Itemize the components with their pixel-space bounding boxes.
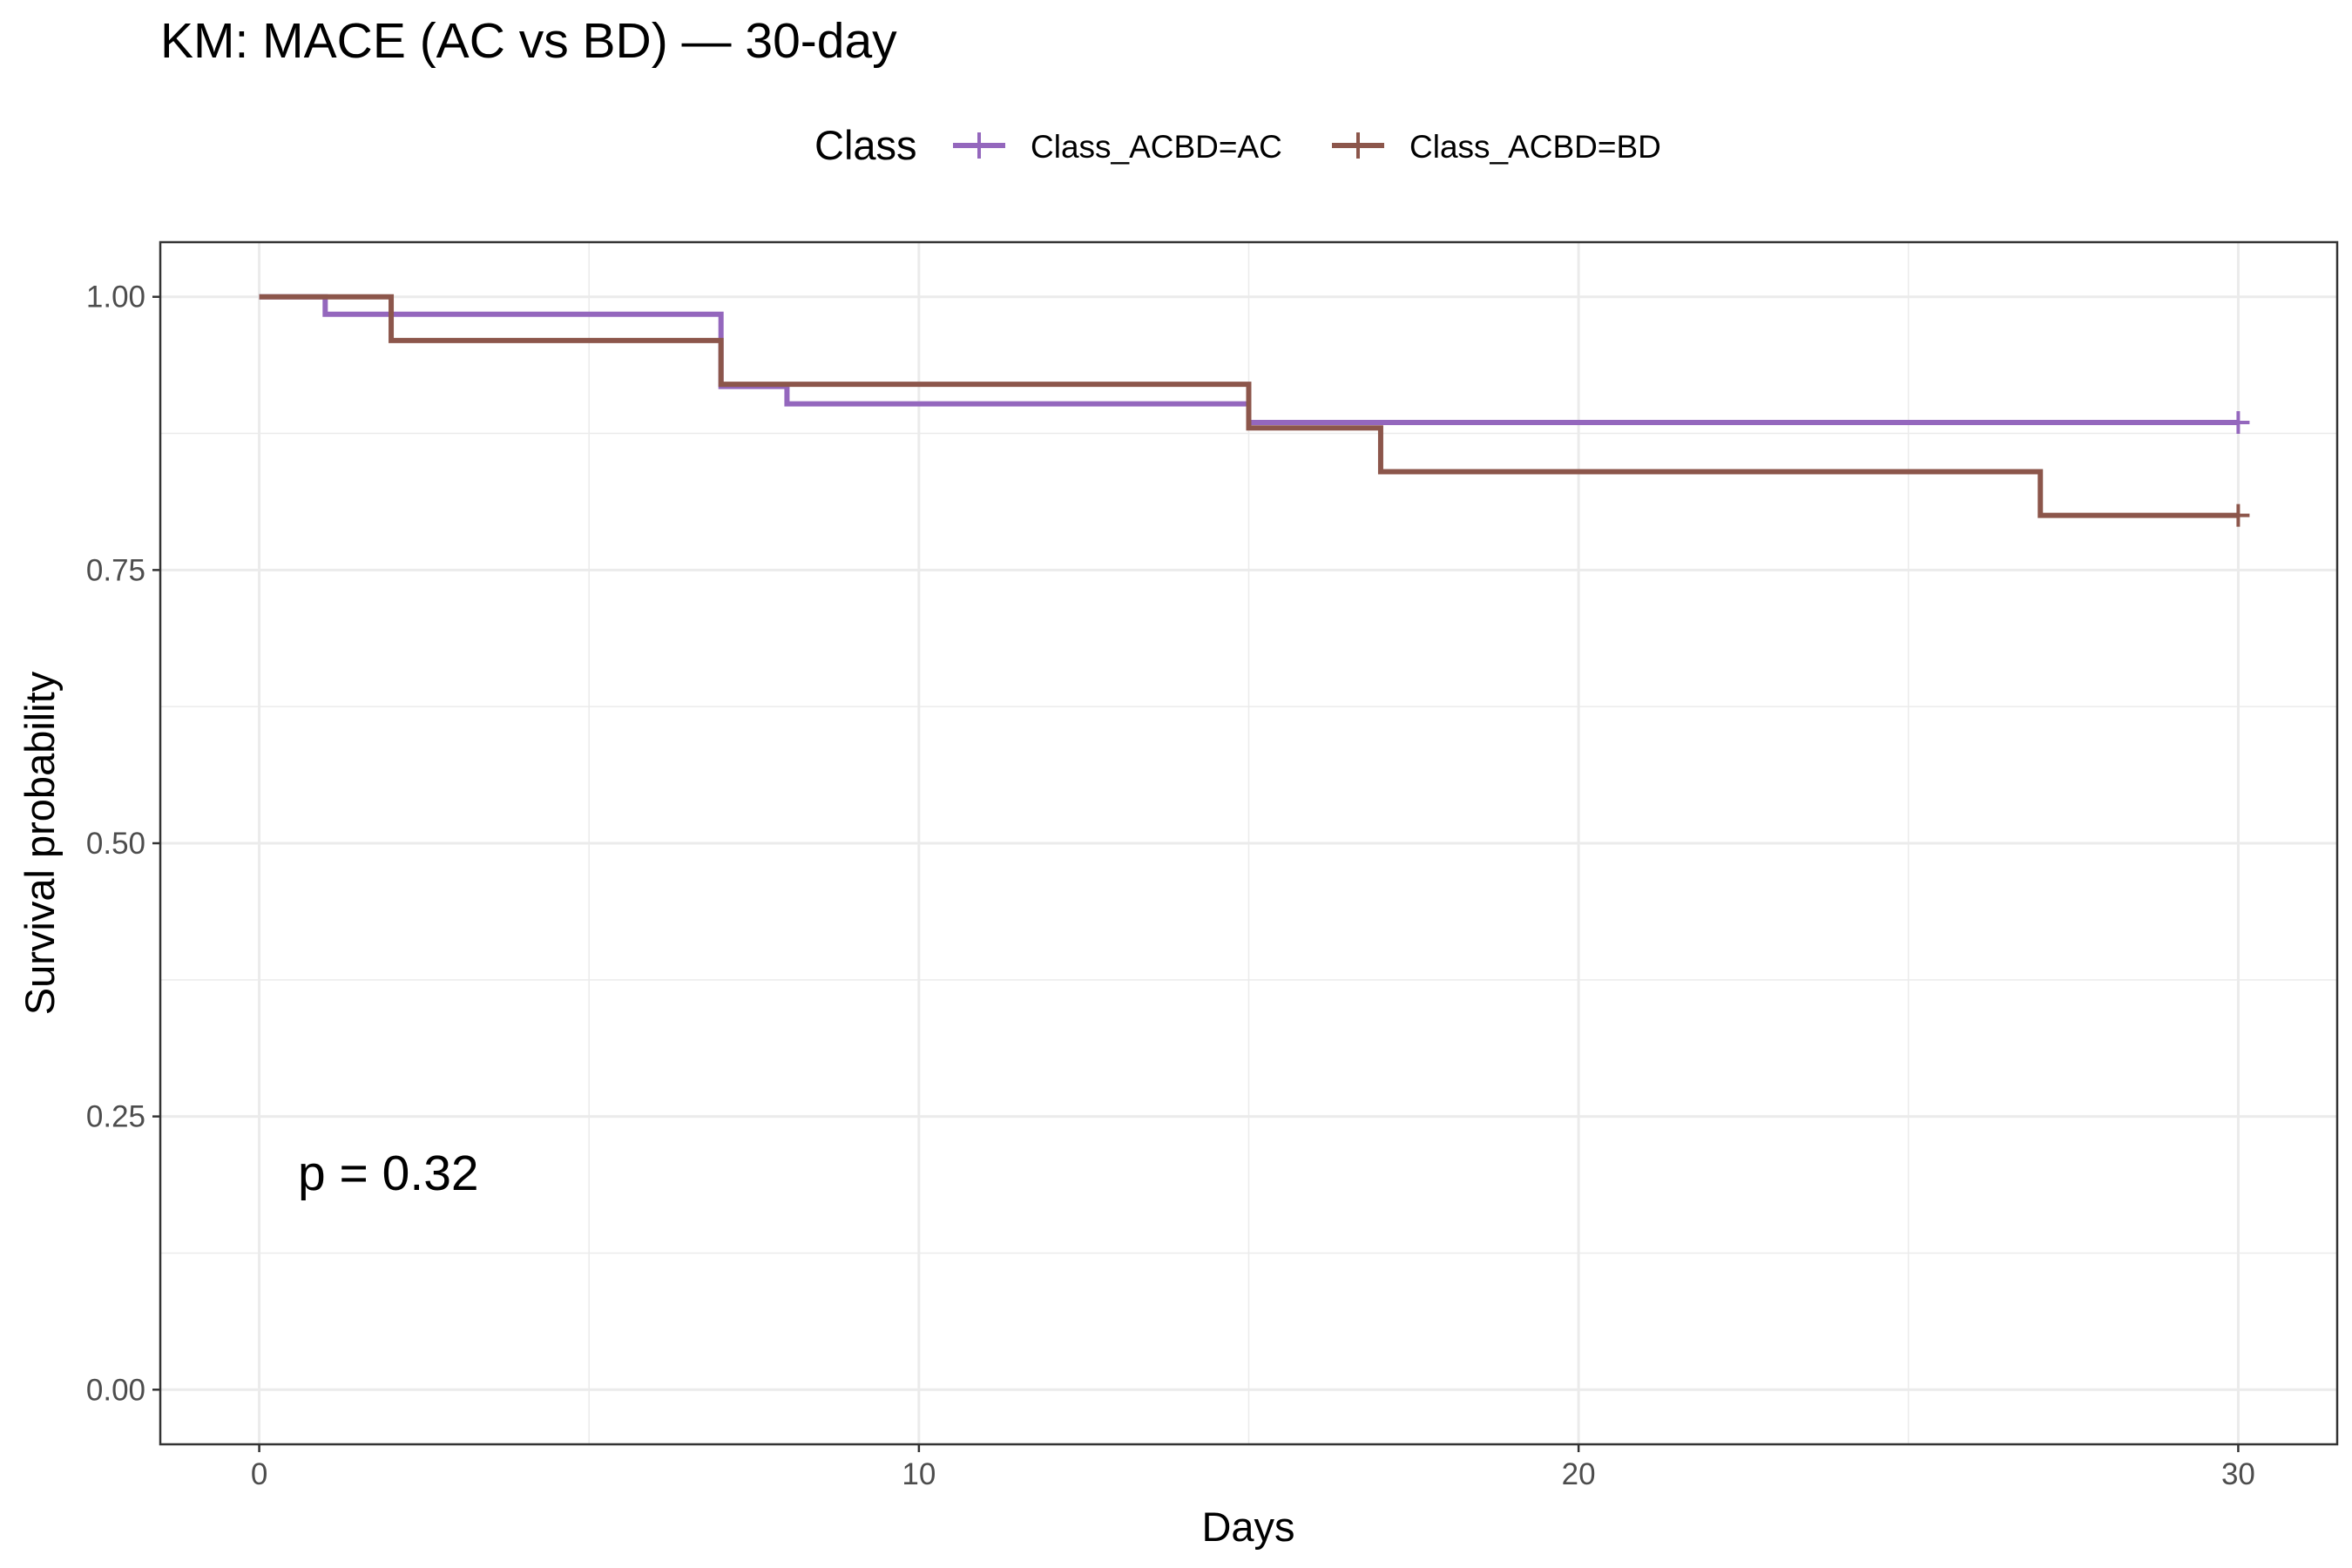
y-tick-label: 0.75 <box>86 553 145 587</box>
p-value-annotation: p = 0.32 <box>298 1146 479 1201</box>
legend-title: Class <box>814 122 917 168</box>
series-layer <box>259 294 2250 527</box>
x-axis: 0 10 20 30 <box>251 1444 2255 1491</box>
x-axis-title: Days <box>1201 1504 1294 1550</box>
y-tick-label: 0.25 <box>86 1100 145 1134</box>
legend-key-ac <box>953 132 1005 159</box>
y-axis: 0.00 0.25 0.50 0.75 1.00 <box>86 280 160 1407</box>
x-tick-label: 0 <box>251 1457 267 1491</box>
legend-key-bd <box>1332 132 1384 159</box>
y-axis-title: Survival probability <box>17 671 63 1015</box>
x-tick-label: 10 <box>902 1457 936 1491</box>
x-tick-label: 30 <box>2221 1457 2255 1491</box>
legend-label-bd: Class_ACBD=BD <box>1409 129 1661 165</box>
grid-major <box>160 242 2337 1444</box>
x-tick-label: 20 <box>1562 1457 1596 1491</box>
y-tick-label: 0.50 <box>86 827 145 861</box>
y-tick-label: 1.00 <box>86 280 145 314</box>
legend-label-ac: Class_ACBD=AC <box>1031 129 1282 165</box>
series-bd-line <box>259 294 2239 518</box>
legend: Class Class_ACBD=AC Class_ACBD=BD <box>814 122 1661 168</box>
chart-title: KM: MACE (AC vs BD) — 30-day <box>160 13 897 69</box>
y-tick-label: 0.00 <box>86 1373 145 1407</box>
